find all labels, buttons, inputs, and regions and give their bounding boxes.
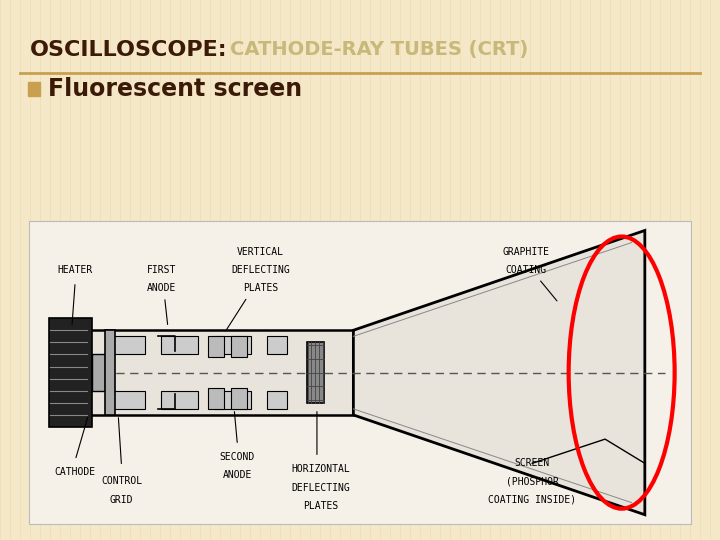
Bar [215, 391, 251, 409]
Bar [267, 391, 287, 409]
Text: PLATES: PLATES [302, 501, 338, 511]
Text: GRAPHITE: GRAPHITE [502, 247, 549, 256]
Text: DEFLECTING: DEFLECTING [231, 265, 290, 275]
Text: DEFLECTING: DEFLECTING [291, 483, 350, 492]
Text: COATING INSIDE): COATING INSIDE) [488, 495, 576, 504]
Text: COATING: COATING [505, 265, 546, 275]
Bar [55, 330, 354, 415]
Text: VERTICAL: VERTICAL [237, 247, 284, 256]
Bar [307, 342, 323, 403]
Text: ANODE: ANODE [147, 283, 176, 293]
Bar [28, 82, 40, 96]
Polygon shape [354, 231, 645, 515]
Bar [215, 336, 251, 354]
Bar [161, 336, 198, 354]
Bar [231, 388, 248, 409]
Bar [91, 354, 105, 391]
Text: SECOND: SECOND [220, 453, 255, 462]
Text: (PHOSPHOR: (PHOSPHOR [505, 476, 559, 487]
Text: SCREEN: SCREEN [515, 458, 550, 468]
Bar [29, 221, 691, 524]
Bar [108, 336, 145, 354]
Text: HEATER: HEATER [58, 265, 93, 275]
Text: CONTROL: CONTROL [101, 476, 142, 487]
Bar [207, 336, 224, 357]
Text: PLATES: PLATES [243, 283, 278, 293]
Text: GRID: GRID [109, 495, 133, 504]
Text: CATHODE-RAY TUBES (CRT): CATHODE-RAY TUBES (CRT) [230, 40, 528, 59]
Text: CATHODE: CATHODE [55, 468, 96, 477]
Bar [161, 391, 198, 409]
Bar [207, 388, 224, 409]
Bar [49, 318, 91, 427]
Bar [267, 336, 287, 354]
Bar [231, 336, 248, 357]
Text: HORIZONTAL: HORIZONTAL [291, 464, 350, 474]
Text: OSCILLOSCOPE:: OSCILLOSCOPE: [30, 40, 228, 60]
Text: Fluorescent screen: Fluorescent screen [48, 77, 302, 101]
Bar [108, 391, 145, 409]
Text: ANODE: ANODE [222, 470, 252, 481]
Text: FIRST: FIRST [147, 265, 176, 275]
Bar [105, 330, 115, 415]
